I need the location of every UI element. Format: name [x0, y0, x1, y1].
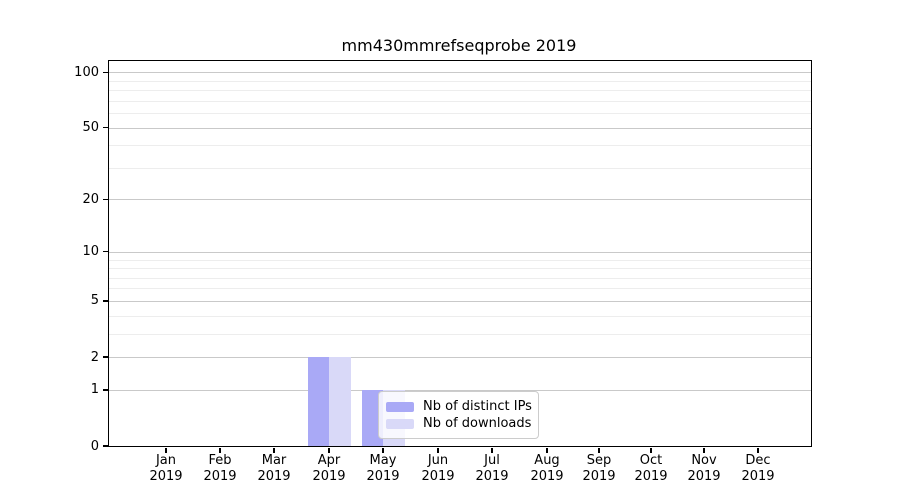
x-tick-label: Apr 2019 [312, 453, 346, 485]
y-major-gridline [109, 357, 811, 358]
y-minor-gridline [109, 113, 811, 114]
legend-swatch-distinct-ips-icon [386, 401, 414, 412]
y-major-gridline [109, 389, 811, 391]
y-tick-label: 10 [82, 244, 99, 260]
x-tick-label: Sep 2019 [582, 453, 616, 485]
x-tick-label: Jun 2019 [421, 453, 455, 485]
x-tick-label: Oct 2019 [634, 453, 668, 485]
x-tick-label: Feb 2019 [203, 453, 237, 485]
y-minor-gridline [109, 268, 811, 269]
y-minor-gridline [109, 167, 811, 169]
y-tick-label: 5 [90, 293, 99, 309]
legend-swatch-downloads-icon [386, 418, 414, 429]
x-tick-label: Nov 2019 [687, 453, 721, 485]
bar-downloads [329, 357, 351, 446]
x-tick-mark [328, 447, 330, 453]
y-tick-mark [102, 126, 108, 129]
x-tick-mark [650, 447, 652, 453]
y-tick-label: 100 [74, 64, 99, 80]
y-tick-mark [102, 445, 108, 447]
y-minor-gridline [109, 333, 811, 335]
legend: Nb of distinct IPs Nb of downloads [378, 391, 539, 439]
legend-label-downloads: Nb of downloads [423, 416, 532, 431]
y-major-gridline [109, 251, 811, 253]
y-tick-mark [102, 251, 108, 253]
x-tick-label: Jul 2019 [475, 453, 509, 485]
x-tick-mark [757, 447, 759, 453]
y-minor-gridline [109, 315, 811, 317]
y-tick-label: 50 [82, 120, 99, 135]
y-tick-label: 1 [90, 382, 99, 398]
y-tick-label: 20 [82, 191, 99, 207]
x-tick-mark [437, 447, 439, 453]
y-minor-gridline [109, 288, 811, 290]
x-tick-mark [491, 447, 493, 453]
y-tick-mark [102, 356, 108, 358]
y-minor-gridline [109, 277, 811, 279]
y-major-gridline [109, 127, 811, 129]
x-tick-mark [546, 447, 548, 453]
chart-title: mm430mmrefseqprobe 2019 [341, 36, 577, 55]
x-tick-mark [219, 447, 221, 453]
x-tick-mark [703, 447, 705, 453]
x-tick-label: Aug 2019 [530, 453, 564, 485]
y-tick-label: 0 [90, 438, 99, 454]
y-major-gridline [109, 72, 811, 74]
x-tick-mark [598, 447, 600, 453]
legend-entry-downloads: Nb of downloads [386, 415, 532, 432]
x-tick-mark [273, 447, 275, 453]
y-tick-mark [102, 300, 108, 302]
bar-distinct-ips [307, 357, 329, 446]
x-tick-label: Mar 2019 [257, 453, 291, 485]
y-minor-gridline [109, 90, 811, 91]
y-minor-gridline [109, 145, 811, 147]
y-minor-gridline [109, 259, 811, 261]
bar-distinct-ips [361, 389, 383, 446]
y-minor-gridline [109, 80, 811, 82]
y-tick-mark [102, 389, 108, 391]
x-tick-mark [165, 447, 167, 453]
x-tick-label: May 2019 [366, 453, 400, 485]
y-tick-label: 2 [90, 349, 99, 365]
plot-area: 0 1 2 5 10 20 50 100 Jan 2019 Feb 2019 Mar 2019 Apr 201… [74, 60, 812, 484]
legend-entry-distinct-ips: Nb of distinct IPs [386, 398, 532, 415]
y-major-gridline [109, 199, 811, 201]
y-tick-mark [102, 198, 108, 201]
y-minor-gridline [109, 100, 811, 102]
x-tick-label: Dec 2019 [741, 453, 775, 485]
x-tick-label: Jan 2019 [149, 453, 183, 485]
legend-label-distinct-ips: Nb of distinct IPs [423, 399, 532, 414]
y-major-gridline [109, 300, 811, 302]
y-tick-mark [102, 71, 108, 73]
x-tick-mark [382, 447, 384, 453]
